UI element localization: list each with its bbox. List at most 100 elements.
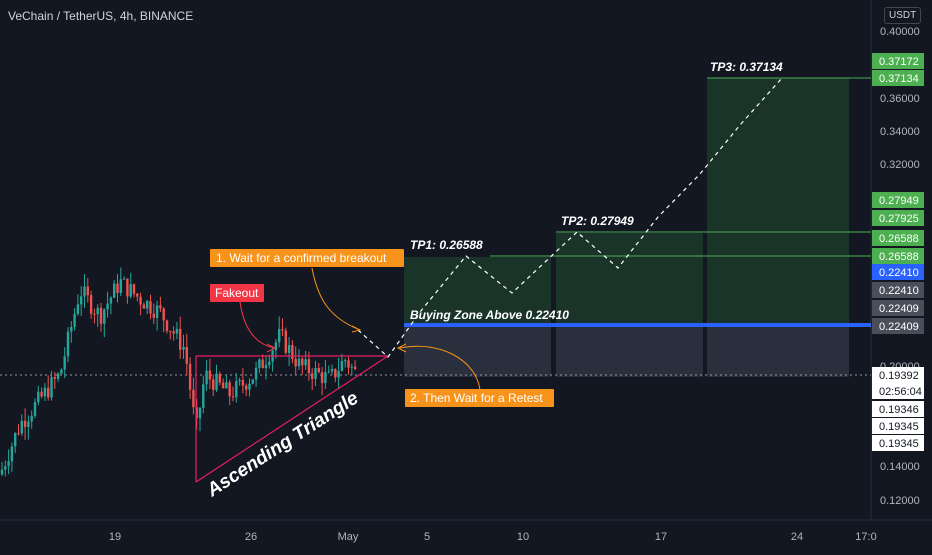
candle-body	[188, 363, 192, 390]
candle-body	[208, 370, 212, 380]
candle-body	[93, 313, 96, 315]
candle-body	[202, 384, 205, 408]
candle-body	[215, 373, 218, 390]
candle-body	[23, 420, 27, 427]
fakeout-arrow	[239, 301, 275, 349]
stop-zone-1	[404, 325, 551, 377]
price-tick-label: 0.40000	[880, 26, 920, 38]
candle-body	[0, 469, 4, 475]
candle-body	[10, 446, 14, 462]
price-tag-label: 0.27925	[879, 213, 919, 225]
candle-body	[126, 278, 129, 297]
price-tag	[872, 264, 924, 280]
ascending-triangle-pattern[interactable]	[195, 355, 389, 483]
triangle-support-line	[195, 355, 389, 483]
price-tag	[872, 367, 924, 383]
price-tag	[872, 70, 924, 86]
candle-body	[122, 278, 126, 280]
price-tag	[872, 192, 924, 208]
price-tag-label: 0.22410	[879, 267, 919, 279]
candle-body	[350, 366, 353, 368]
candle-body	[146, 301, 149, 309]
price-tag-label: 0.27949	[879, 195, 919, 207]
tp3-profit-zone	[707, 78, 849, 325]
stop-zone-3	[707, 325, 849, 377]
candle-body	[63, 356, 66, 370]
price-tag-label: 0.19345	[879, 438, 919, 450]
price-tick-label: 0.14000	[880, 461, 920, 473]
candle-body	[182, 346, 185, 350]
candle-body	[198, 407, 202, 419]
time-axis[interactable]: 19 26 May 5 10 17 24 17:0	[109, 531, 877, 543]
candle-body	[225, 382, 228, 389]
candle-body	[119, 279, 122, 294]
tp1-label: TP1: 0.26588	[410, 238, 483, 252]
candle-body	[149, 301, 152, 314]
candle-body	[231, 396, 235, 398]
candle-body	[304, 359, 307, 366]
candle-body	[165, 320, 169, 331]
candle-body	[281, 329, 284, 331]
candle-body	[294, 359, 297, 367]
candle-body	[324, 372, 327, 383]
price-tick-label: 0.12000	[880, 495, 920, 507]
breakout-arrow	[311, 267, 361, 331]
fakeout-callout-text: Fakeout	[215, 286, 259, 300]
price-tag-label: 02:56:04	[879, 386, 922, 398]
candle-body	[241, 380, 245, 386]
price-tag-label: 0.19346	[879, 404, 919, 416]
symbol-title[interactable]: VeChain / TetherUS, 4h, BINANCE	[8, 9, 194, 23]
candle-body	[311, 373, 314, 379]
candle-body	[56, 373, 60, 379]
candle-body	[287, 344, 291, 353]
retest-arrowhead	[396, 343, 407, 353]
candle-body	[307, 359, 311, 374]
candle-body	[109, 297, 113, 304]
candle-body	[353, 366, 357, 370]
price-tag	[872, 53, 924, 69]
price-tag	[872, 282, 924, 298]
candle-body	[195, 407, 198, 419]
candle-body	[334, 368, 337, 378]
retest-arrow	[399, 345, 481, 391]
price-tick-label: 0.32000	[880, 159, 920, 171]
candle-body	[179, 328, 182, 350]
candle-body	[20, 420, 23, 434]
candle-body	[89, 295, 93, 314]
candle-body	[136, 293, 139, 297]
price-axis[interactable]: 0.400000.360000.340000.320000.200000.140…	[872, 26, 924, 507]
candle-body	[116, 283, 119, 294]
price-tick-label: 0.36000	[880, 93, 920, 105]
price-tag	[872, 418, 924, 434]
time-tick-label: 17	[655, 531, 667, 543]
step1-callout-box	[210, 249, 404, 267]
currency-button[interactable]: USDT	[884, 7, 922, 24]
candle-body	[297, 358, 301, 367]
candle-body	[70, 326, 73, 332]
candle-body	[251, 379, 254, 384]
candle-body	[73, 313, 76, 327]
candle-body	[30, 415, 33, 422]
step2-callout-box	[405, 389, 554, 407]
candle-body	[274, 342, 278, 351]
candle-body	[162, 308, 165, 321]
price-tag	[872, 401, 924, 417]
candle-body	[314, 368, 317, 379]
time-tick-label: 24	[791, 531, 803, 543]
candle-body	[291, 344, 294, 360]
candle-body	[330, 368, 334, 372]
candle-body	[129, 284, 132, 297]
price-tag	[872, 300, 924, 316]
price-tag	[872, 383, 924, 399]
candle-body	[248, 383, 251, 390]
candle-body	[228, 382, 231, 397]
stop-zone-2	[556, 325, 703, 377]
candle-body	[258, 359, 261, 368]
candle-body	[132, 284, 136, 294]
candle-body	[327, 371, 330, 373]
fakeout-callout-box	[210, 284, 264, 302]
candle-body	[47, 387, 50, 398]
candle-body	[317, 368, 320, 373]
